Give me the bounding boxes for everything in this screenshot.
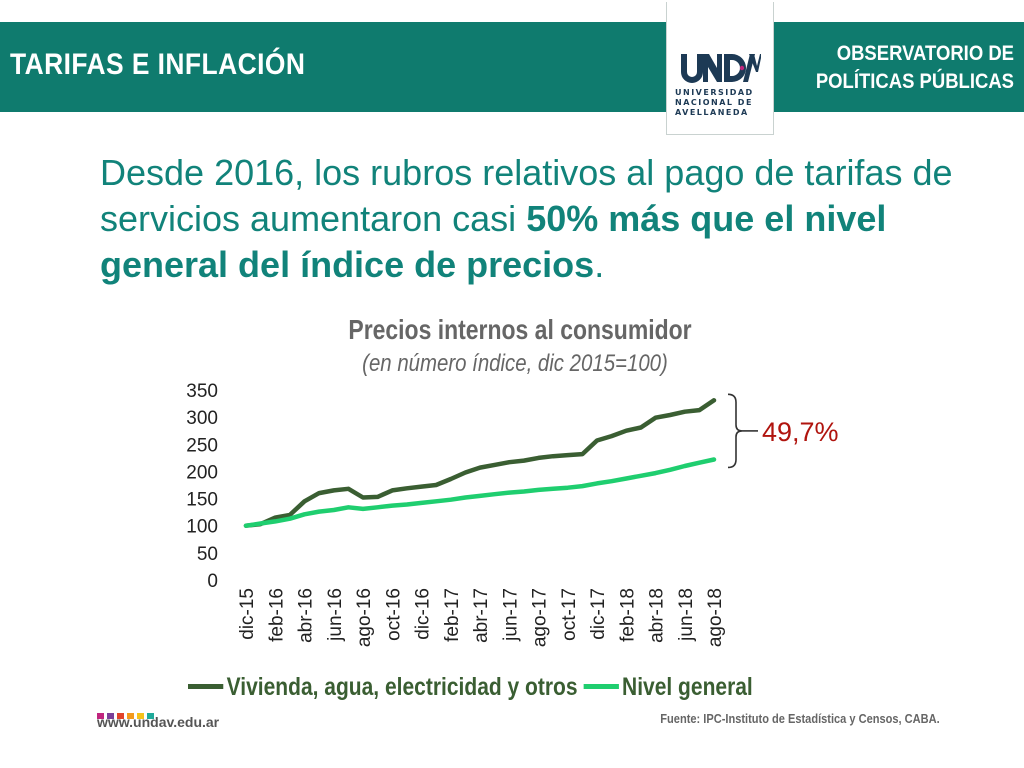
y-tick-label: 150: [186, 490, 218, 511]
header-bar: TARIFAS E INFLACIÓN OBSERVATORIO DE POLÍ…: [0, 22, 1024, 112]
observatory-title-line1: OBSERVATORIO DE: [836, 42, 1014, 65]
x-tick-label: ago-18: [705, 588, 726, 647]
x-tick-label: dic-17: [588, 588, 609, 640]
observatory-title-line2: POLÍTICAS PÚBLICAS: [815, 70, 1014, 93]
y-tick-label: 300: [186, 408, 218, 429]
brand-dot: [107, 713, 114, 719]
logo-line1: UNIVERSIDAD: [675, 88, 754, 97]
chart-title: Precios internos al consumidor: [348, 314, 692, 345]
chart-subtitle: (en número índice, dic 2015=100): [362, 350, 668, 377]
logo-line2: NACIONAL DE: [675, 98, 753, 107]
legend-label-vivienda: Vivienda, agua, electricidad y otros: [226, 672, 578, 701]
x-tick-label: dic-15: [237, 588, 258, 640]
x-tick-label: dic-16: [413, 588, 434, 640]
x-tick-label: ago-17: [530, 588, 551, 647]
brand-dot: [147, 713, 154, 719]
x-tick-label: feb-18: [617, 588, 638, 642]
annotation-label: 49,7%: [762, 417, 839, 447]
brand-dot: [127, 713, 134, 719]
x-tick-label: jun-16: [325, 588, 346, 642]
y-tick-label: 200: [186, 462, 218, 483]
source-note: Fuente: IPC-Instituto de Estadística y C…: [660, 711, 940, 726]
undav-logo-text: UNIVERSIDAD NACIONAL DE AVELLANEDA: [675, 88, 765, 118]
chart-legend: Vivienda, agua, electricidad y otros Niv…: [188, 672, 753, 702]
y-tick-label: 350: [186, 381, 218, 402]
y-tick-label: 50: [197, 544, 218, 565]
headline-text: Desde 2016, los rubros relativos al pago…: [100, 152, 953, 239]
legend-item-nivel-general: Nivel general: [583, 672, 753, 702]
observatory-title: OBSERVATORIO DE POLÍTICAS PÚBLICAS: [803, 40, 1014, 96]
undav-logo-mark-icon: [681, 54, 761, 83]
x-tick-label: feb-17: [442, 588, 463, 642]
annotation-bracket: [727, 393, 743, 469]
x-tick-label: ago-16: [354, 588, 375, 647]
legend-swatch-nivel-general: [583, 683, 619, 689]
headline-end: .: [594, 244, 605, 285]
brand-dot: [117, 713, 124, 719]
x-tick-label: abr-18: [647, 588, 668, 643]
x-tick-label: jun-17: [500, 588, 521, 642]
series-line-vivienda: [243, 398, 717, 528]
x-tick-label: oct-16: [383, 588, 404, 641]
y-tick-label: 0: [207, 571, 218, 592]
brand-dots: [97, 706, 157, 719]
website-link[interactable]: www.undav.edu.ar: [97, 714, 220, 730]
y-tick-label: 100: [186, 517, 218, 538]
brand-dot: [97, 713, 104, 719]
x-tick-label: abr-17: [471, 588, 492, 643]
x-tick-label: jun-18: [676, 588, 697, 642]
x-tick-label: abr-16: [296, 588, 317, 643]
x-tick-label: oct-17: [559, 588, 580, 641]
headline-highlight: 50% más que el nivel general del índice …: [100, 198, 887, 285]
legend-swatch-vivienda: [188, 683, 224, 689]
x-tick-label: feb-16: [266, 588, 287, 642]
page-title: TARIFAS E INFLACIÓN: [10, 48, 306, 81]
y-tick-label: 250: [186, 435, 218, 456]
headline: Desde 2016, los rubros relativos al pago…: [100, 150, 980, 288]
series-line-nivel-general: [243, 457, 717, 528]
brand-dot: [137, 713, 144, 719]
legend-item-vivienda: Vivienda, agua, electricidad y otros: [188, 673, 578, 702]
undav-logo: UNIVERSIDAD NACIONAL DE AVELLANEDA: [666, 2, 774, 135]
logo-line3: AVELLANEDA: [675, 108, 749, 117]
legend-label-nivel-general: Nivel general: [622, 672, 753, 701]
